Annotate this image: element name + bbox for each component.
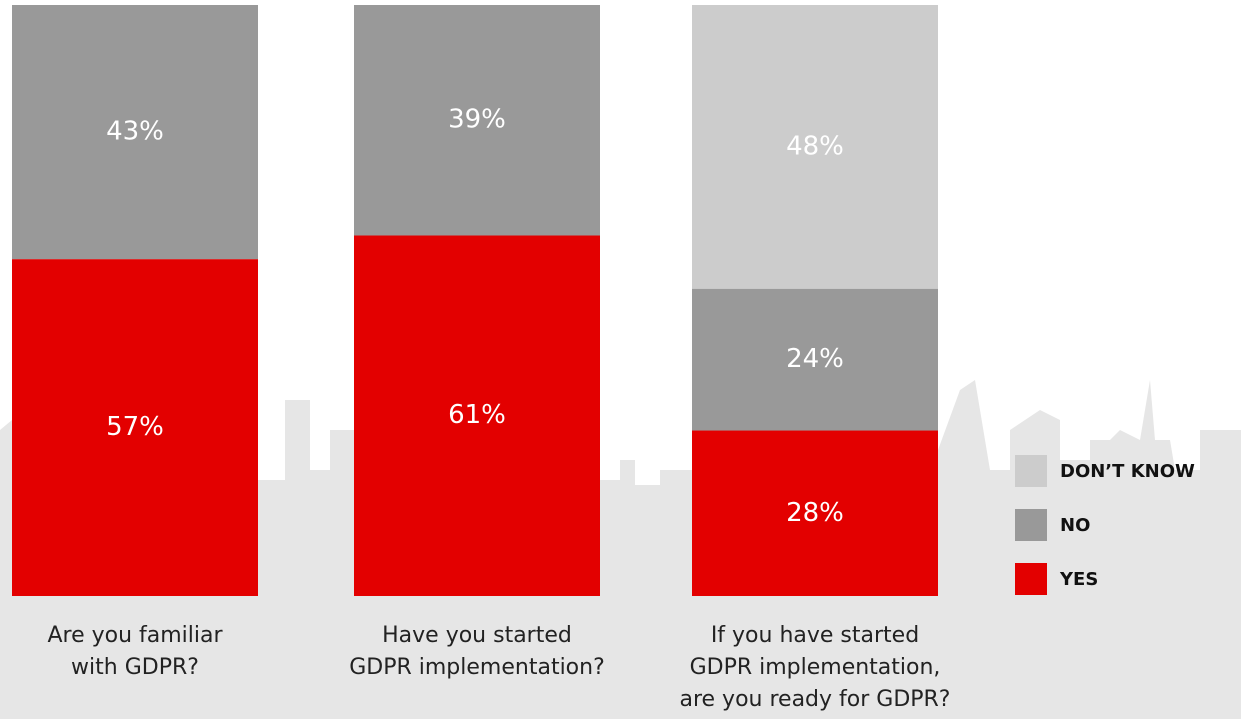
data-label: 43% <box>106 117 164 147</box>
legend-swatch <box>1015 563 1047 595</box>
data-label: 61% <box>448 400 506 430</box>
legend-swatch <box>1015 509 1047 541</box>
data-label: 48% <box>786 131 844 161</box>
bar-segment <box>354 5 600 236</box>
data-label: 39% <box>448 105 506 135</box>
category-label: Have you started GDPR implementation? <box>349 623 605 680</box>
category-label: If you have started GDPR implementation,… <box>679 623 951 712</box>
data-label: 24% <box>786 344 844 374</box>
data-label: 28% <box>786 498 844 528</box>
bar-segment <box>12 5 258 260</box>
bar-segment <box>692 288 938 431</box>
category-label: Are you familiar with GDPR? <box>47 623 223 680</box>
bar-segment <box>692 430 938 596</box>
legend-label: NO <box>1060 515 1090 536</box>
bar-segment <box>692 5 938 289</box>
data-label: 57% <box>106 412 164 442</box>
bar-segment <box>12 259 258 596</box>
legend-label: DON’T KNOW <box>1060 461 1195 482</box>
bar-segment <box>354 235 600 597</box>
legend-swatch <box>1015 455 1047 487</box>
legend-label: YES <box>1059 569 1098 590</box>
skyline-background <box>0 380 1241 719</box>
